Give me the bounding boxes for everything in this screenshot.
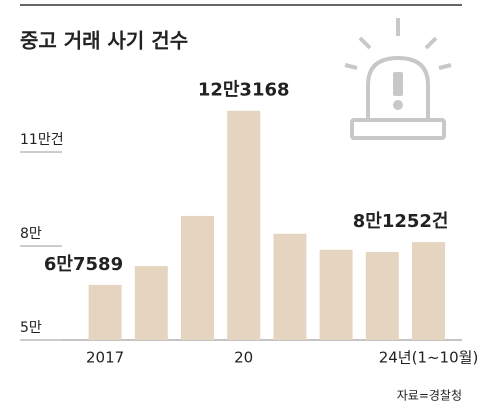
x-tick-label: 24년(1~10월) [379, 349, 479, 367]
x-tick-label: 20 [234, 349, 253, 367]
chart-title: 중고 거래 사기 건수 [20, 29, 188, 53]
siren-icon [344, 18, 452, 140]
bar [181, 215, 214, 340]
x-tick-label: 2017 [86, 349, 124, 367]
bar [88, 284, 122, 340]
bar [273, 233, 307, 340]
bar [134, 266, 168, 340]
value-label: 8만1252건 [353, 211, 449, 232]
siren-mark [393, 72, 403, 110]
bar [412, 242, 445, 340]
bar [319, 249, 353, 340]
bar [227, 110, 261, 340]
bar [365, 251, 399, 340]
source: 자료=경찰청 [397, 389, 462, 403]
y-tick-label: 11만건 [20, 132, 64, 148]
y-tick-label: 5만 [20, 320, 42, 336]
y-tick-label: 8만 [20, 226, 42, 242]
value-label: 12만3168 [198, 80, 290, 101]
value-label: 6만7589 [44, 254, 123, 275]
